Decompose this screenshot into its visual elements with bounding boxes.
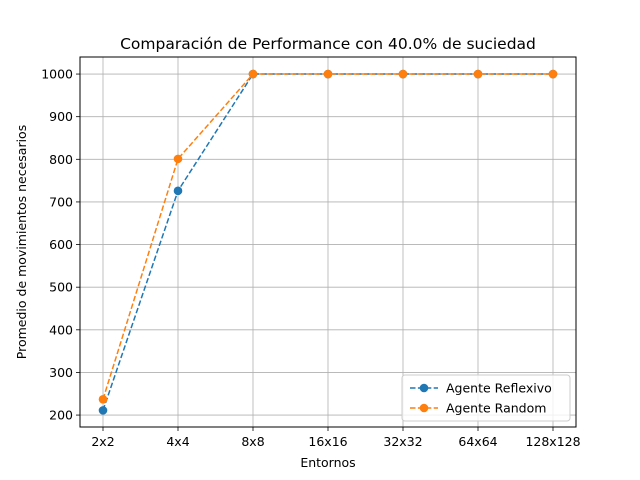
x-tick-label: 64x64 — [458, 434, 497, 449]
data-point — [98, 394, 108, 404]
data-point — [323, 69, 333, 79]
y-tick-label: 800 — [49, 152, 73, 167]
y-tick-label: 900 — [49, 109, 73, 124]
data-point — [248, 69, 258, 79]
data-point — [173, 154, 183, 164]
data-point — [173, 186, 183, 196]
y-tick-label: 600 — [49, 237, 73, 252]
y-tick-label: 400 — [49, 322, 73, 337]
y-ticks: 200 300 400 500 600 700 800 900 1000 — [41, 67, 80, 423]
legend-entry: Agente Random — [410, 401, 546, 416]
x-tick-label: 4x4 — [166, 434, 189, 449]
series-group — [98, 69, 558, 415]
y-tick-label: 1000 — [41, 67, 73, 82]
legend-box — [401, 374, 571, 422]
x-tick-label: 16x16 — [308, 434, 347, 449]
legend: Agente Reflexivo Agente Random — [401, 374, 571, 422]
x-tick-label: 32x32 — [383, 434, 422, 449]
x-tick-label: 128x128 — [525, 434, 580, 449]
y-tick-label: 500 — [49, 280, 73, 295]
y-axis-label: Promedio de movimientos necesarios — [14, 125, 29, 359]
data-point — [98, 406, 108, 415]
legend-label: Agente Random — [446, 401, 546, 416]
x-axis-label: Entornos — [300, 455, 355, 470]
data-point — [548, 69, 558, 79]
y-tick-label: 300 — [49, 365, 73, 380]
grid-lines — [80, 57, 576, 427]
legend-marker — [419, 403, 429, 413]
x-ticks: 2x2 4x4 8x8 16x16 32x32 64x64 128x128 — [91, 427, 581, 449]
chart-title: Comparación de Performance con 40.0% de … — [120, 35, 536, 53]
data-point — [398, 69, 408, 79]
legend-label: Agente Reflexivo — [446, 381, 552, 396]
y-tick-label: 200 — [49, 408, 73, 423]
legend-entry: Agente Reflexivo — [410, 381, 552, 396]
series-2 — [98, 69, 558, 404]
x-tick-label: 2x2 — [91, 434, 114, 449]
x-tick-label: 8x8 — [241, 434, 264, 449]
data-point — [473, 69, 483, 79]
y-tick-label: 700 — [49, 194, 73, 209]
legend-marker — [419, 383, 429, 393]
